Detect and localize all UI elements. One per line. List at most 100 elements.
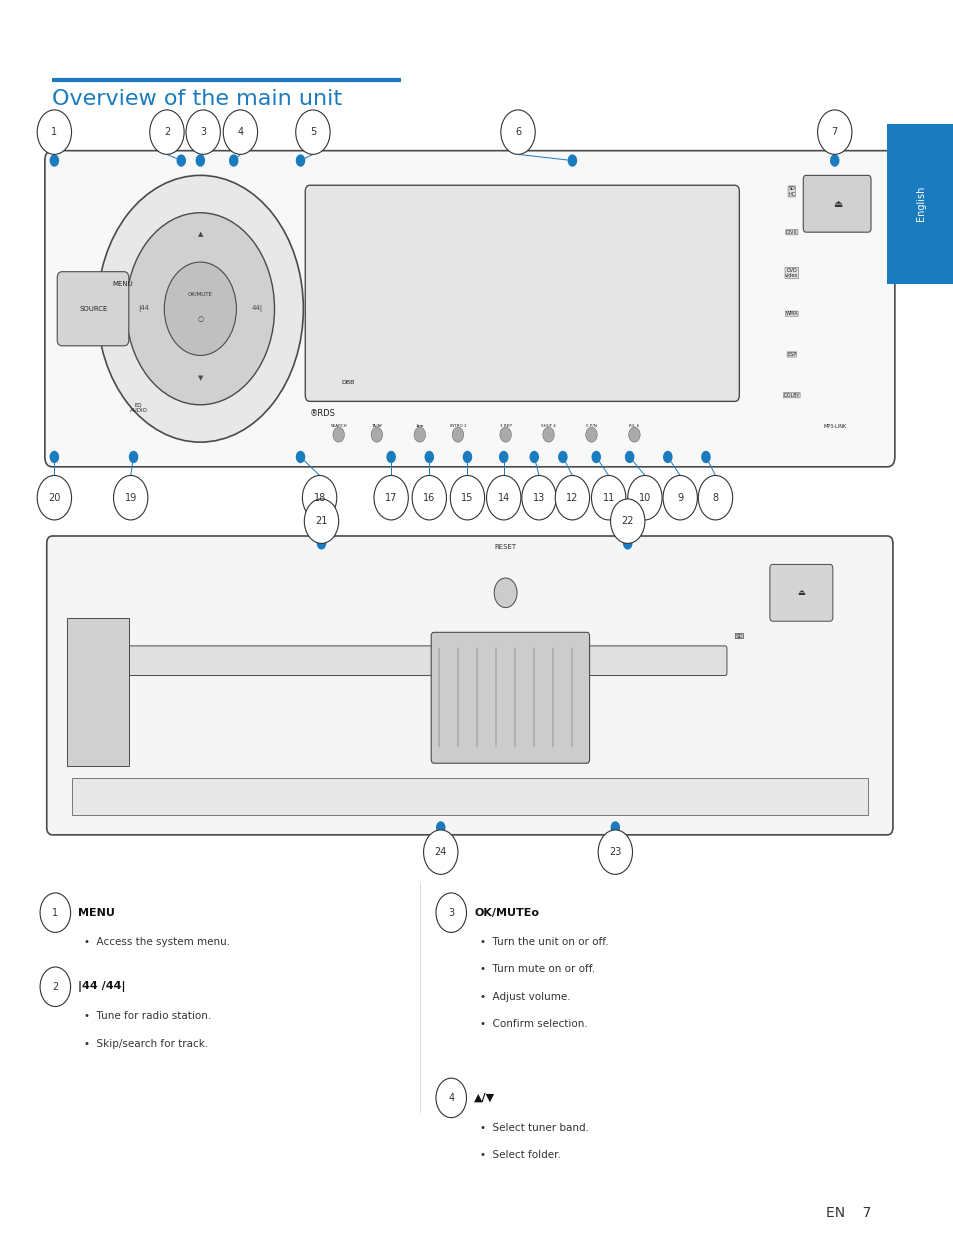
Circle shape xyxy=(610,499,644,543)
Text: 1: 1 xyxy=(52,908,58,918)
Text: 10: 10 xyxy=(639,493,650,503)
Circle shape xyxy=(817,110,851,154)
FancyBboxPatch shape xyxy=(47,536,892,835)
FancyBboxPatch shape xyxy=(57,272,129,346)
Text: R/L 6: R/L 6 xyxy=(629,424,639,429)
Text: 6: 6 xyxy=(515,127,520,137)
Circle shape xyxy=(50,154,59,167)
Circle shape xyxy=(486,475,520,520)
Circle shape xyxy=(555,475,589,520)
FancyBboxPatch shape xyxy=(45,151,894,467)
Wedge shape xyxy=(371,427,382,442)
Text: 13: 13 xyxy=(533,493,544,503)
Text: 11: 11 xyxy=(602,493,614,503)
Text: •  Select folder.: • Select folder. xyxy=(479,1150,560,1160)
Text: RESET: RESET xyxy=(494,543,517,550)
Circle shape xyxy=(436,821,445,834)
Text: |44: |44 xyxy=(138,305,149,312)
Text: MENU: MENU xyxy=(112,282,133,287)
Text: DBB: DBB xyxy=(341,380,355,385)
Circle shape xyxy=(316,537,326,550)
Text: 2: 2 xyxy=(164,127,170,137)
Text: 7: 7 xyxy=(831,127,837,137)
Wedge shape xyxy=(452,427,463,442)
Text: SOURCE: SOURCE xyxy=(79,306,108,311)
Text: DOLBY: DOLBY xyxy=(782,393,800,398)
Circle shape xyxy=(498,451,508,463)
Text: 9: 9 xyxy=(677,493,682,503)
Text: EQ
AUDIO: EQ AUDIO xyxy=(130,403,148,412)
Circle shape xyxy=(37,110,71,154)
Text: 20: 20 xyxy=(49,493,60,503)
Circle shape xyxy=(295,110,330,154)
Circle shape xyxy=(622,537,632,550)
Circle shape xyxy=(129,451,138,463)
Circle shape xyxy=(176,154,186,167)
Wedge shape xyxy=(542,427,554,442)
Text: INTRO 2: INTRO 2 xyxy=(449,424,466,429)
Text: 3 REP: 3 REP xyxy=(499,424,511,429)
Text: •  Confirm selection.: • Confirm selection. xyxy=(479,1019,587,1029)
Circle shape xyxy=(591,475,625,520)
Text: 18: 18 xyxy=(314,493,325,503)
Text: 24: 24 xyxy=(435,847,446,857)
Text: 4: 4 xyxy=(237,127,243,137)
Text: ▼: ▼ xyxy=(197,375,203,382)
Text: 3: 3 xyxy=(448,908,454,918)
Text: 2: 2 xyxy=(52,982,58,992)
Circle shape xyxy=(521,475,556,520)
Circle shape xyxy=(126,212,274,405)
Circle shape xyxy=(424,451,434,463)
Text: 4: 4 xyxy=(448,1093,454,1103)
Text: Overview of the main unit: Overview of the main unit xyxy=(52,89,342,109)
FancyBboxPatch shape xyxy=(431,632,589,763)
Text: OK/MUTEo: OK/MUTEo xyxy=(474,908,538,918)
Text: 12: 12 xyxy=(566,493,578,503)
Text: •  Turn mute on or off.: • Turn mute on or off. xyxy=(479,965,595,974)
Text: 5: 5 xyxy=(310,127,315,137)
Circle shape xyxy=(698,475,732,520)
Circle shape xyxy=(150,110,184,154)
Circle shape xyxy=(386,451,395,463)
Text: 17: 17 xyxy=(385,493,396,503)
Text: 16: 16 xyxy=(423,493,435,503)
Text: 23: 23 xyxy=(609,847,620,857)
FancyBboxPatch shape xyxy=(886,124,953,284)
Text: 19: 19 xyxy=(125,493,136,503)
Circle shape xyxy=(662,451,672,463)
Circle shape xyxy=(558,451,567,463)
Circle shape xyxy=(494,578,517,608)
Text: MENU: MENU xyxy=(78,908,115,918)
Text: DVD
video: DVD video xyxy=(784,268,798,278)
Circle shape xyxy=(462,451,472,463)
Text: ▲/▼: ▲/▼ xyxy=(474,1093,495,1103)
Circle shape xyxy=(412,475,446,520)
Circle shape xyxy=(186,110,220,154)
Text: English: English xyxy=(915,186,924,221)
Circle shape xyxy=(295,154,305,167)
Text: 15: 15 xyxy=(461,493,473,503)
Circle shape xyxy=(40,967,71,1007)
Circle shape xyxy=(829,154,839,167)
Text: •  Select tuner band.: • Select tuner band. xyxy=(479,1123,588,1132)
FancyBboxPatch shape xyxy=(67,618,129,766)
Circle shape xyxy=(295,451,305,463)
Text: ®RDS: ®RDS xyxy=(310,409,335,419)
Circle shape xyxy=(436,1078,466,1118)
Text: 3: 3 xyxy=(200,127,206,137)
Text: |44 /44|: |44 /44| xyxy=(78,982,126,992)
Circle shape xyxy=(50,451,59,463)
Circle shape xyxy=(195,154,205,167)
Text: OK/MUTE: OK/MUTE xyxy=(188,291,213,296)
Circle shape xyxy=(627,475,661,520)
Circle shape xyxy=(624,451,634,463)
Text: MP3-LINK: MP3-LINK xyxy=(822,424,845,429)
Circle shape xyxy=(591,451,600,463)
FancyBboxPatch shape xyxy=(305,185,739,401)
Circle shape xyxy=(223,110,257,154)
Text: 14: 14 xyxy=(497,493,509,503)
Circle shape xyxy=(37,475,71,520)
Circle shape xyxy=(500,110,535,154)
Text: TA/AF: TA/AF xyxy=(371,424,382,429)
Circle shape xyxy=(598,830,632,874)
